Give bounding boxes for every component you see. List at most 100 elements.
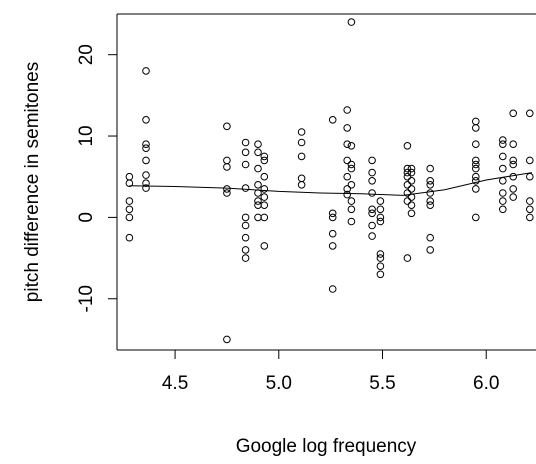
data-point: [407, 201, 416, 209]
data-point: [223, 156, 231, 165]
data-point: [241, 221, 250, 230]
data-point: [260, 193, 269, 201]
data-point: [223, 185, 231, 193]
data-point: [343, 185, 352, 193]
data-point: [368, 168, 376, 177]
data-point: [260, 242, 269, 250]
data-point: [426, 201, 435, 209]
data-point: [407, 185, 416, 193]
data-point: [526, 205, 534, 214]
data-point: [368, 189, 376, 197]
data-point: [223, 335, 231, 344]
y-axis-label: pitch difference in semitones: [22, 62, 43, 302]
data-point: [403, 181, 412, 189]
data-point: [509, 160, 518, 169]
data-point: [260, 172, 269, 181]
y-tick-label: 0: [76, 212, 97, 223]
data-point: [142, 67, 150, 75]
data-point: [472, 117, 480, 126]
data-point: [509, 156, 518, 165]
data-point: [347, 18, 356, 26]
data-point: [526, 172, 534, 181]
data-point: [343, 190, 352, 199]
data-point: [297, 128, 306, 136]
data-point: [241, 138, 250, 147]
data-point: [241, 184, 250, 192]
data-point: [254, 197, 262, 205]
data-point: [403, 197, 412, 205]
data-point: [328, 285, 337, 293]
data-point: [241, 246, 250, 254]
data-point: [526, 213, 534, 222]
data-point: [223, 122, 231, 131]
data-point: [347, 181, 356, 189]
x-tick-label: 4.5: [162, 373, 188, 394]
data-point: [260, 152, 269, 161]
data-point: [343, 124, 352, 132]
data-point: [526, 109, 534, 118]
data-point: [347, 197, 356, 205]
data-point: [509, 193, 518, 201]
trend-line: [129, 172, 532, 196]
data-point: [254, 140, 262, 148]
data-point: [426, 164, 435, 173]
data-point: [499, 136, 507, 144]
data-point: [407, 164, 416, 173]
data-point: [347, 217, 356, 226]
data-point: [472, 124, 480, 132]
data-point: [499, 189, 507, 197]
data-point: [254, 213, 262, 222]
data-point: [368, 221, 376, 230]
y-tick-label: 10: [76, 125, 97, 146]
data-point: [142, 144, 150, 152]
data-point: [426, 189, 435, 197]
data-point: [403, 189, 412, 197]
data-point: [142, 184, 150, 192]
data-point: [426, 246, 435, 254]
data-point: [328, 242, 337, 250]
x-axis: 4.5 5.0 5.5 6.0: [162, 350, 499, 394]
data-point: [472, 140, 480, 148]
data-point: [125, 179, 134, 187]
data-point: [241, 148, 250, 157]
data-point: [407, 177, 416, 185]
data-point: [499, 164, 507, 173]
data-point: [125, 205, 134, 214]
data-point: [297, 152, 306, 161]
data-point: [142, 116, 150, 124]
data-point: [403, 164, 412, 173]
data-point: [142, 156, 150, 165]
data-point: [297, 174, 306, 183]
data-point: [241, 254, 250, 262]
data-point: [499, 140, 507, 148]
data-point: [297, 138, 306, 147]
data-point: [376, 217, 385, 226]
data-point: [426, 197, 435, 205]
data-point: [472, 213, 480, 222]
data-point: [407, 209, 416, 218]
data-point: [472, 177, 480, 185]
data-point: [260, 213, 269, 222]
data-point: [241, 213, 250, 222]
data-point: [347, 142, 356, 150]
data-point: [403, 172, 412, 181]
data-point: [376, 213, 385, 222]
data-point: [368, 209, 376, 218]
x-tick-label: 5.5: [369, 373, 395, 394]
data-point: [376, 254, 385, 262]
data-point: [343, 156, 352, 165]
data-point: [403, 142, 412, 150]
data-point: [347, 205, 356, 214]
data-point: [376, 270, 385, 279]
data-point: [403, 254, 412, 262]
data-point: [241, 160, 250, 169]
data-point: [343, 106, 352, 114]
data-point: [241, 233, 250, 242]
data-point: [509, 185, 518, 193]
data-point: [142, 179, 150, 187]
data-point: [376, 197, 385, 205]
data-point: [223, 189, 231, 197]
data-point: [142, 171, 150, 179]
data-point: [368, 205, 376, 214]
